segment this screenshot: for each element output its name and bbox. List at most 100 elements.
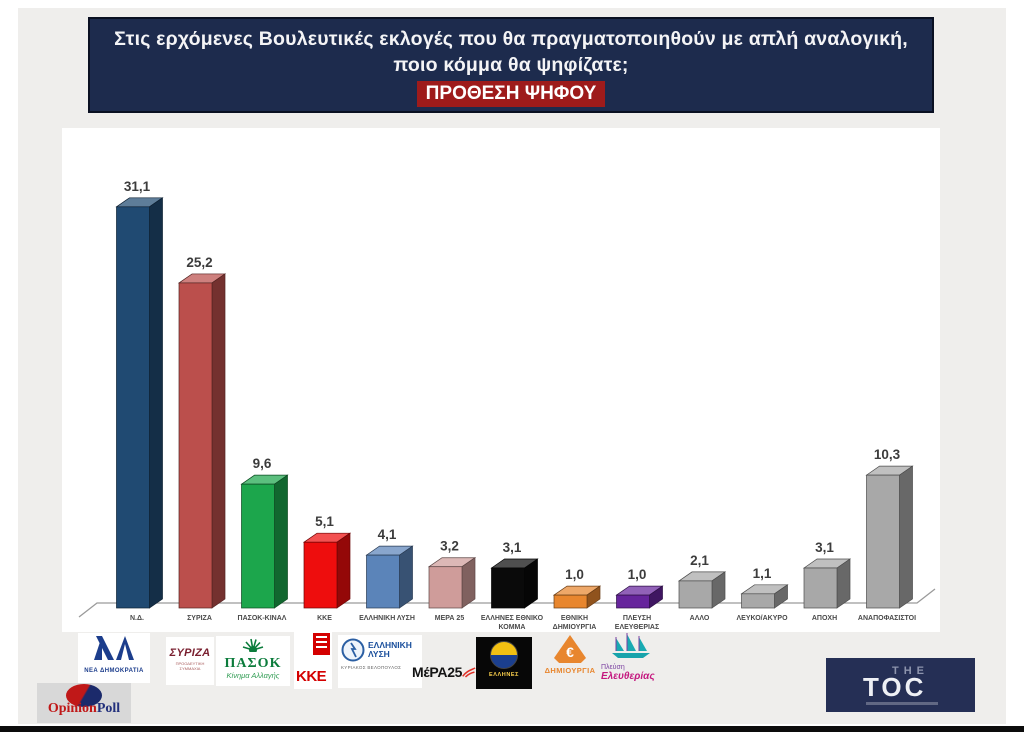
bar-front-face bbox=[616, 594, 650, 609]
bar-ΣΥΡΙΖΑ: 25,2 ΣΥΡΙΖΑ bbox=[177, 255, 227, 622]
x-axis-label: ΕΘΝΙΚΗ bbox=[561, 615, 588, 622]
pasok-label: ΠΑΣΟΚ bbox=[224, 656, 282, 671]
ellines-label: ΕΛΛΗΝΕΣ bbox=[488, 672, 520, 678]
question-box: Στις ερχόμενες Βουλευτικές εκλογές που θ… bbox=[88, 17, 934, 113]
question-line-2: ποιο κόμμα θα ψηφίζατε; bbox=[393, 54, 629, 76]
x-axis-label: ΑΝΑΠΟΦΑΣΙΣΤΟΙ bbox=[858, 615, 916, 622]
bar-ΕΛΛΗΝΕΣ ΕΘΝΙΚΟ ΚΟΜΜΑ: 3,1 ΕΛΛΗΝΕΣ ΕΘΝΙΚΟ ΚΟΜΜΑ bbox=[481, 540, 544, 631]
x-axis-label: ΕΛΛΗΝΙΚΗ ΛΥΣΗ bbox=[359, 615, 415, 622]
opinionpoll-word-1: Opinion bbox=[47, 701, 97, 716]
bar-value-label: 9,6 bbox=[253, 456, 272, 471]
bar-front-face bbox=[116, 206, 150, 609]
pasok-sun-icon bbox=[242, 638, 264, 654]
bar-side-face bbox=[836, 558, 851, 609]
bar-value-label: 3,1 bbox=[815, 540, 834, 555]
logo-nea-dimokratia: ΝΕΑ ΔΗΜΟΚΡΑΤΙΑ bbox=[78, 633, 150, 683]
bar-value-label: 25,2 bbox=[186, 255, 212, 270]
bar-ΛΕΥΚΟ/ΑΚΥΡΟ: 1,1 ΛΕΥΚΟ/ΑΚΥΡΟ bbox=[736, 566, 789, 622]
bar-ΕΘΝΙΚΗ ΔΗΜΙΟΥΡΓΙΑ: 1,0 ΕΘΝΙΚΗ ΔΗΜΙΟΥΡΓΙΑ bbox=[553, 567, 602, 631]
x-axis-label: ΣΥΡΙΖΑ bbox=[187, 615, 212, 622]
x-axis-label: ΛΕΥΚΟ/ΑΚΥΡΟ bbox=[736, 615, 788, 622]
bar-value-label: 5,1 bbox=[315, 514, 334, 529]
bar-front-face bbox=[491, 567, 525, 609]
bar-front-face bbox=[241, 483, 275, 609]
lysi-emblem-icon bbox=[341, 638, 365, 662]
toc-tagline-bar bbox=[866, 702, 938, 705]
dimiourgia-label: ΔΗΜΙΟΥΡΓΙΑ bbox=[544, 666, 596, 675]
bar-ΑΛΛΟ: 2,1 ΑΛΛΟ bbox=[677, 553, 727, 622]
plefsi-label-line2: Ελευθερίας bbox=[601, 671, 655, 682]
bar-front-face bbox=[741, 593, 775, 609]
syriza-tagline: ΠΡΟΟΔΕΥΤΙΚΗ ΣΥΜΜΑΧΙΑ bbox=[175, 661, 205, 671]
bar-value-label: 1,0 bbox=[628, 567, 647, 582]
x-axis-label: ΠΛΕΥΣΗ bbox=[623, 615, 651, 622]
bar-ΜΕΡΑ 25: 3,2 ΜΕΡΑ 25 bbox=[427, 539, 477, 622]
x-axis-label: ΚΚΕ bbox=[317, 615, 332, 622]
plefsi-ship-icon bbox=[612, 633, 650, 658]
bar-value-label: 10,3 bbox=[874, 447, 901, 462]
pasok-tagline: Κίνημα Αλλαγής bbox=[226, 671, 280, 680]
opinionpoll-globe-icon bbox=[66, 684, 102, 707]
chart-panel: 31,1 Ν.Δ. 25,2 ΣΥΡΙΖΑ 9,6 ΠΑΣΟΚ-ΚΙΝΑΛ 5,1 ΚΚΕ 4,… bbox=[62, 128, 940, 632]
x-axis-label: ΠΑΣΟΚ-ΚΙΝΑΛ bbox=[238, 615, 287, 622]
lysi-tagline: ΚΥΡΙΑΚΟΣ ΒΕΛΟΠΟΥΛΟΣ bbox=[341, 665, 402, 670]
bar-side-face bbox=[211, 273, 226, 609]
outlet-logo: THE TOC bbox=[826, 658, 975, 712]
x-axis-label: ΜΕΡΑ 25 bbox=[435, 615, 465, 622]
nd-triangles-icon bbox=[94, 636, 134, 660]
logo-dimiourgia: € ΔΗΜΙΟΥΡΓΙΑ bbox=[541, 635, 599, 689]
mera25-label: ΜέΡΑ25 bbox=[412, 664, 463, 680]
bar-front-face bbox=[803, 567, 838, 609]
x-axis-label: ΚΟΜΜΑ bbox=[499, 624, 526, 631]
bar-value-label: 4,1 bbox=[378, 527, 397, 542]
bar-ΕΛΛΗΝΙΚΗ ΛΥΣΗ: 4,1 ΕΛΛΗΝΙΚΗ ΛΥΣΗ bbox=[359, 527, 415, 622]
logo-mera25: ΜέΡΑ25 bbox=[412, 652, 476, 692]
bar-front-face bbox=[866, 474, 900, 609]
bar-chart: 31,1 Ν.Δ. 25,2 ΣΥΡΙΖΑ 9,6 ΠΑΣΟΚ-ΚΙΝΑΛ 5,1 ΚΚΕ 4,… bbox=[78, 179, 936, 631]
bar-side-face bbox=[524, 558, 538, 609]
lysi-label: ΕΛΛΗΝΙΚΗ ΛΥΣΗ bbox=[368, 640, 412, 659]
bar-front-face bbox=[428, 566, 463, 609]
pollster-logo: OpinionPoll bbox=[37, 683, 131, 723]
bar-side-face bbox=[399, 545, 413, 609]
opinionpoll-label: OpinionPoll bbox=[37, 701, 131, 717]
logo-kke: ΚΚΕ bbox=[294, 631, 332, 689]
dimiourgia-euro-icon: € bbox=[554, 635, 586, 663]
bar-value-label: 3,1 bbox=[503, 540, 522, 555]
logo-elliniki-lysi: ΕΛΛΗΝΙΚΗ ΛΥΣΗ ΚΥΡΙΑΚΟΣ ΒΕΛΟΠΟΥΛΟΣ bbox=[338, 635, 422, 688]
logo-plefsi-eleftherias: Πλεύση Ελευθερίας bbox=[597, 632, 663, 690]
logo-pasok: ΠΑΣΟΚ Κίνημα Αλλαγής bbox=[216, 636, 290, 686]
bar-front-face bbox=[303, 541, 338, 609]
x-axis-label: Ν.Δ. bbox=[130, 615, 144, 622]
plefsi-label-line1: Πλεύση bbox=[601, 664, 625, 671]
logo-syriza: ΣΥΡΙΖΑ ΠΡΟΟΔΕΥΤΙΚΗ ΣΥΜΜΑΧΙΑ bbox=[166, 637, 214, 685]
x-axis-label: ΔΗΜΙΟΥΡΓΙΑ bbox=[553, 624, 597, 631]
x-axis-label: ΕΛΛΗΝΕΣ ΕΘΝΙΚΟ bbox=[481, 615, 544, 622]
bar-ΠΛΕΥΣΗ ΕΛΕΥΘΕΡΙΑΣ: 1,0 ΠΛΕΥΣΗ ΕΛΕΥΘΕΡΙΑΣ bbox=[615, 567, 664, 631]
bar-value-label: 1,0 bbox=[565, 567, 584, 582]
bar-front-face bbox=[553, 594, 588, 609]
opinionpoll-word-2: Poll bbox=[96, 701, 121, 716]
bottom-border bbox=[0, 726, 1024, 732]
bar-value-label: 1,1 bbox=[753, 566, 772, 581]
toc-toc-label: TOC bbox=[863, 672, 927, 702]
bar-value-label: 31,1 bbox=[124, 179, 151, 194]
syriza-label: ΣΥΡΙΖΑ bbox=[169, 647, 211, 659]
mera25-bird-icon bbox=[462, 666, 476, 678]
question-line-1: Στις ερχόμενες Βουλευτικές εκλογές που θ… bbox=[114, 28, 908, 50]
ellines-globe-icon bbox=[490, 641, 518, 669]
bar-front-face bbox=[178, 282, 213, 609]
x-axis-label: ΑΛΛΟ bbox=[690, 615, 710, 622]
bar-side-face bbox=[899, 465, 913, 609]
bar-value-label: 3,2 bbox=[440, 539, 459, 554]
bar-ΠΑΣΟΚ-ΚΙΝΑΛ: 9,6 ΠΑΣΟΚ-ΚΙΝΑΛ bbox=[238, 456, 289, 622]
kke-label: ΚΚΕ bbox=[296, 668, 327, 685]
bar-ΑΝΑΠΟΦΑΣΙΣΤΟΙ: 10,3 ΑΝΑΠΟΦΑΣΙΣΤΟΙ bbox=[858, 447, 916, 622]
bar-front-face bbox=[366, 554, 400, 609]
x-axis-label: ΕΛΕΥΘΕΡΙΑΣ bbox=[615, 624, 659, 631]
bar-Ν.Δ.: 31,1 Ν.Δ. bbox=[115, 179, 164, 622]
bar-front-face bbox=[678, 580, 713, 609]
bar-side-face bbox=[274, 474, 288, 609]
logo-ellines: ΕΛΛΗΝΕΣ bbox=[476, 637, 532, 689]
bar-side-face bbox=[461, 557, 476, 609]
